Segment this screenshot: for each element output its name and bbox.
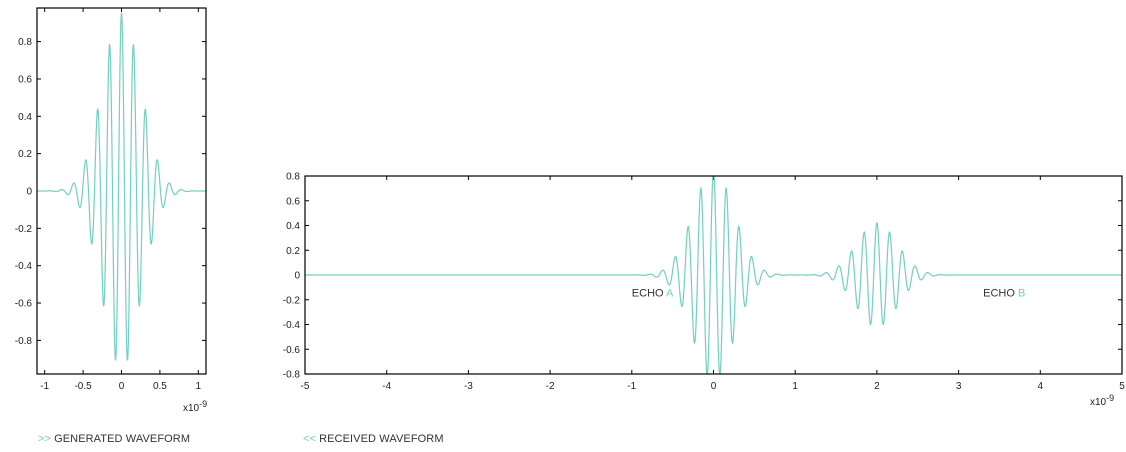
x-tick-label: 4 <box>1038 381 1044 392</box>
caption-label: GENERATED WAVEFORM <box>54 433 191 445</box>
y-tick-label: -0.2 <box>15 224 33 235</box>
x-multiplier-label: x10-9 <box>1090 393 1114 408</box>
echo-annotation: ECHO A <box>632 287 674 299</box>
echo-prefix: ECHO <box>632 287 666 299</box>
x-tick-label: 0.5 <box>153 381 167 392</box>
y-tick-label: 0.4 <box>18 112 32 123</box>
x-multiplier-exponent: -9 <box>199 399 207 409</box>
y-tick-label: -0.4 <box>15 261 33 272</box>
echo-prefix: ECHO <box>983 287 1018 299</box>
x-tick-label: -1 <box>40 381 49 392</box>
caption-marker: >> <box>38 433 52 445</box>
x-tick-label: 3 <box>956 381 962 392</box>
x-multiplier-label: x10-9 <box>183 399 207 414</box>
waveform-line <box>305 176 1122 374</box>
y-tick-label: -0.8 <box>283 370 301 381</box>
generated-waveform-caption: >> GENERATED WAVEFORM <box>38 433 190 445</box>
caption-marker: << <box>303 433 317 445</box>
plot-frame <box>304 175 1123 375</box>
y-tick-label: -0.6 <box>283 345 301 356</box>
y-tick-label: -0.4 <box>283 320 301 331</box>
x-tick-label: 5 <box>1119 381 1125 392</box>
y-tick-label: 0.2 <box>18 149 32 160</box>
y-tick-label: -0.8 <box>15 336 33 347</box>
x-tick-label: 1 <box>196 381 202 392</box>
x-tick-label: 0 <box>119 381 125 392</box>
x-tick-label: 0 <box>711 381 717 392</box>
y-tick-label: 0.2 <box>286 246 300 257</box>
received-waveform-chart: 0.8 0.6 0.4 0.2 0 -0.2 -0.4 -0.6 -0.8-5 -4 -3 -2 -1 0… <box>283 172 1125 409</box>
x-tick-label: -4 <box>382 381 391 392</box>
x-tick-label: -3 <box>464 381 473 392</box>
x-tick-label: -0.5 <box>74 381 92 392</box>
x-tick-label: -5 <box>301 381 310 392</box>
received-waveform-caption: << RECEIVED WAVEFORM <box>303 433 444 445</box>
y-tick-label: 0 <box>294 271 300 282</box>
x-tick-label: 1 <box>792 381 798 392</box>
x-tick-label: -1 <box>627 381 636 392</box>
y-tick-label: -0.2 <box>283 295 301 306</box>
echo-letter: B <box>1018 287 1025 299</box>
x-tick-label: -2 <box>546 381 555 392</box>
y-tick-label: 0.8 <box>18 37 32 48</box>
waveform-line <box>37 12 206 361</box>
x-tick-label: 2 <box>874 381 880 392</box>
y-tick-label: 0.6 <box>18 74 32 85</box>
y-tick-label: 0.6 <box>286 196 300 207</box>
plot-frame <box>36 7 207 375</box>
generated-waveform-chart: 0.8 0.6 0.4 0.2 0 -0.2 -0.4 -0.6 -0.8 -1 -0.5 0 0.5 1… <box>15 7 207 414</box>
y-tick-label: -0.6 <box>15 299 33 310</box>
y-tick-label: 0 <box>26 187 32 198</box>
echo-annotation: ECHO B <box>983 287 1025 299</box>
y-tick-label: 0.8 <box>286 172 300 183</box>
echo-letter: A <box>666 287 674 299</box>
caption-label: RECEIVED WAVEFORM <box>319 433 444 445</box>
y-tick-label: 0.4 <box>286 221 300 232</box>
x-multiplier-exponent: -9 <box>1106 393 1114 403</box>
